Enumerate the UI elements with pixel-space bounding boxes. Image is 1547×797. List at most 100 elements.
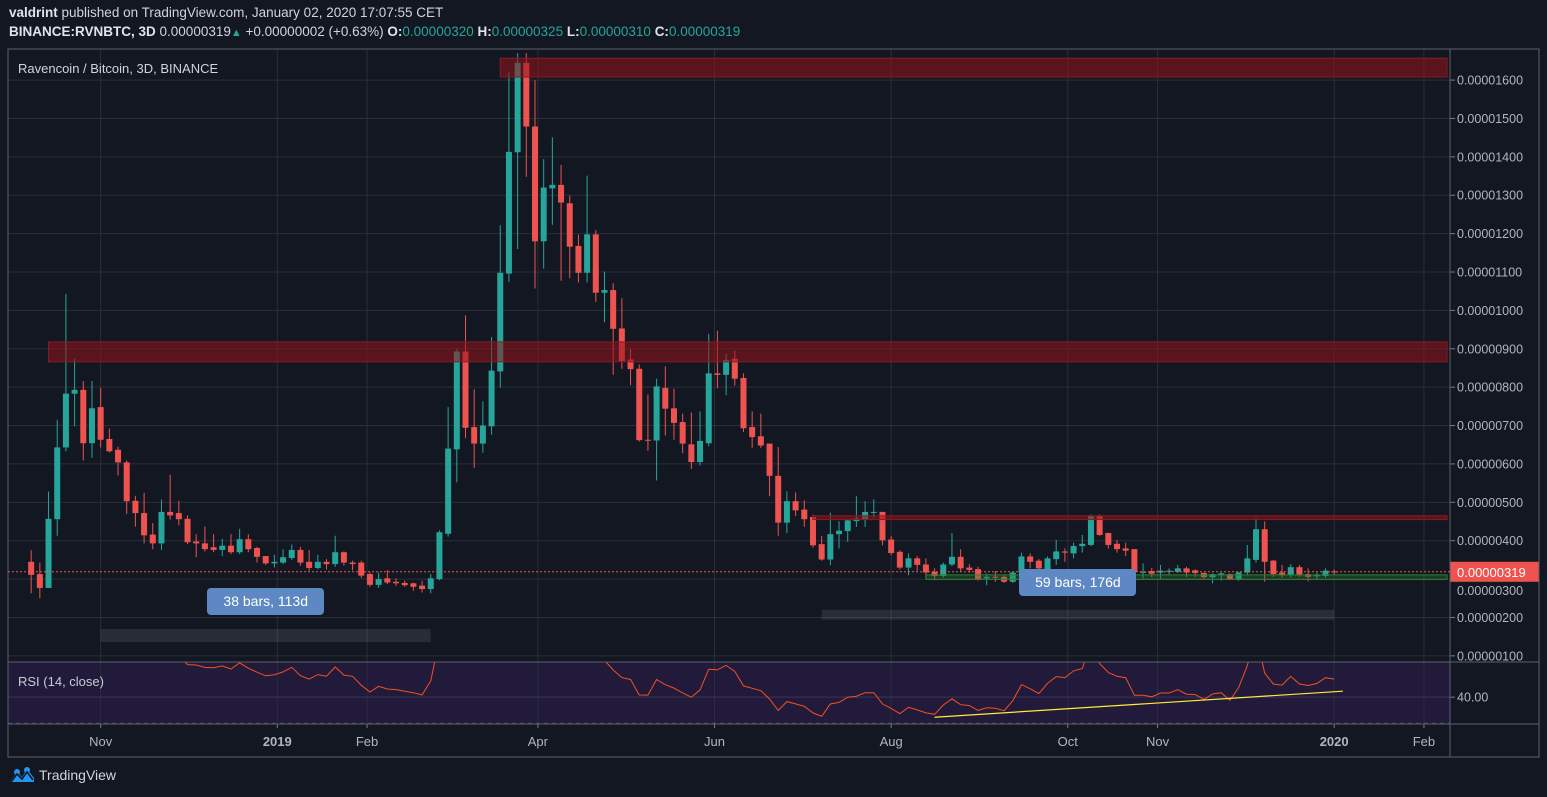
candle-down[interactable]	[809, 514, 816, 548]
candle-down[interactable]	[766, 443, 773, 497]
candle-up[interactable]	[1140, 563, 1147, 579]
candle-up[interactable]	[1252, 518, 1259, 563]
candle-down[interactable]	[931, 568, 938, 581]
candle-up[interactable]	[827, 512, 834, 566]
candle-down[interactable]	[306, 549, 313, 571]
candle-up[interactable]	[88, 381, 95, 458]
candle-down[interactable]	[28, 550, 35, 594]
candle-up[interactable]	[653, 378, 660, 481]
candle-up[interactable]	[445, 407, 452, 537]
candle-down[interactable]	[358, 560, 365, 578]
candle-down[interactable]	[749, 411, 756, 448]
candle-down[interactable]	[384, 570, 391, 585]
candle-down[interactable]	[393, 578, 400, 586]
candle-up[interactable]	[280, 549, 287, 565]
candle-up[interactable]	[236, 528, 243, 555]
candle-down[interactable]	[123, 460, 130, 514]
candle-up[interactable]	[45, 491, 52, 588]
candle-up[interactable]	[71, 358, 78, 427]
candle-down[interactable]	[1331, 569, 1338, 576]
candle-up[interactable]	[853, 496, 860, 527]
candle-down[interactable]	[801, 500, 808, 527]
candle-up[interactable]	[836, 521, 843, 549]
candle-up[interactable]	[288, 544, 295, 560]
candle-down[interactable]	[1114, 539, 1121, 553]
date-range-band[interactable]	[821, 609, 1335, 620]
candle-down[interactable]	[254, 546, 261, 563]
candle-down[interactable]	[636, 364, 643, 442]
candle-down[interactable]	[410, 582, 417, 591]
candle-up[interactable]	[436, 530, 443, 581]
candle-down[interactable]	[175, 500, 182, 526]
candle-down[interactable]	[818, 536, 825, 561]
candle-down[interactable]	[323, 559, 330, 570]
candle-down[interactable]	[401, 580, 408, 587]
candle-down[interactable]	[1131, 549, 1138, 573]
candle-down[interactable]	[575, 234, 582, 283]
candle-up[interactable]	[601, 271, 608, 323]
candle-down[interactable]	[115, 446, 122, 476]
candle-down[interactable]	[184, 515, 191, 545]
candle-up[interactable]	[862, 501, 869, 527]
candle-down[interactable]	[97, 387, 104, 448]
candle-down[interactable]	[297, 546, 304, 566]
candle-down[interactable]	[106, 428, 113, 453]
resistance-zone[interactable]	[812, 515, 1448, 521]
candle-down[interactable]	[349, 560, 356, 571]
candle-down[interactable]	[1027, 553, 1034, 569]
candle-up[interactable]	[1079, 534, 1086, 553]
candle-down[interactable]	[193, 534, 200, 558]
date-range-label[interactable]: 59 bars, 176d	[1019, 568, 1137, 596]
author-name[interactable]: valdrint	[9, 5, 58, 20]
candle-down[interactable]	[1105, 532, 1112, 549]
candle-down[interactable]	[679, 413, 686, 454]
candle-up[interactable]	[697, 411, 704, 466]
candle-up[interactable]	[375, 572, 382, 588]
candle-down[interactable]	[740, 373, 747, 433]
candle-down[interactable]	[1061, 548, 1068, 562]
candle-down[interactable]	[792, 492, 799, 517]
candle-down[interactable]	[167, 474, 174, 520]
candle-up[interactable]	[1009, 571, 1016, 583]
candle-up[interactable]	[332, 535, 339, 567]
candle-up[interactable]	[844, 519, 851, 542]
candle-up[interactable]	[1070, 542, 1077, 559]
candle-down[interactable]	[366, 572, 373, 587]
candle-down[interactable]	[688, 412, 695, 469]
candle-up[interactable]	[158, 499, 165, 550]
candle-up[interactable]	[1313, 572, 1320, 580]
candle-up[interactable]	[62, 293, 69, 452]
candle-down[interactable]	[662, 366, 669, 436]
candle-down[interactable]	[1261, 521, 1268, 582]
candle-down[interactable]	[201, 526, 208, 552]
date-range-label[interactable]: 38 bars, 113d	[207, 587, 325, 615]
candle-up[interactable]	[549, 137, 556, 225]
candle-down[interactable]	[471, 389, 478, 468]
candle-up[interactable]	[271, 554, 278, 568]
candle-up[interactable]	[314, 554, 321, 570]
candle-up[interactable]	[427, 574, 434, 594]
candle-up[interactable]	[783, 491, 790, 534]
tradingview-footer[interactable]: TradingView	[8, 766, 116, 784]
candle-down[interactable]	[558, 164, 565, 281]
candle-up[interactable]	[1044, 556, 1051, 570]
candle-down[interactable]	[957, 549, 964, 572]
candle-down[interactable]	[896, 550, 903, 570]
candle-down[interactable]	[340, 551, 347, 566]
candle-up[interactable]	[497, 225, 504, 388]
candle-down[interactable]	[419, 580, 426, 593]
candle-up[interactable]	[870, 499, 877, 518]
resistance-zone[interactable]	[499, 57, 1448, 78]
candle-down[interactable]	[775, 447, 782, 536]
candle-down[interactable]	[210, 534, 217, 553]
candle-down[interactable]	[644, 394, 651, 451]
candle-down[interactable]	[1270, 559, 1277, 577]
candle-up[interactable]	[453, 348, 460, 483]
candle-down[interactable]	[132, 495, 139, 527]
rsi-trendline[interactable]	[934, 690, 1343, 718]
candle-down[interactable]	[592, 230, 599, 302]
candle-down[interactable]	[992, 571, 999, 582]
candle-down[interactable]	[36, 562, 43, 599]
candle-up[interactable]	[1322, 568, 1329, 578]
candle-down[interactable]	[1148, 567, 1155, 578]
